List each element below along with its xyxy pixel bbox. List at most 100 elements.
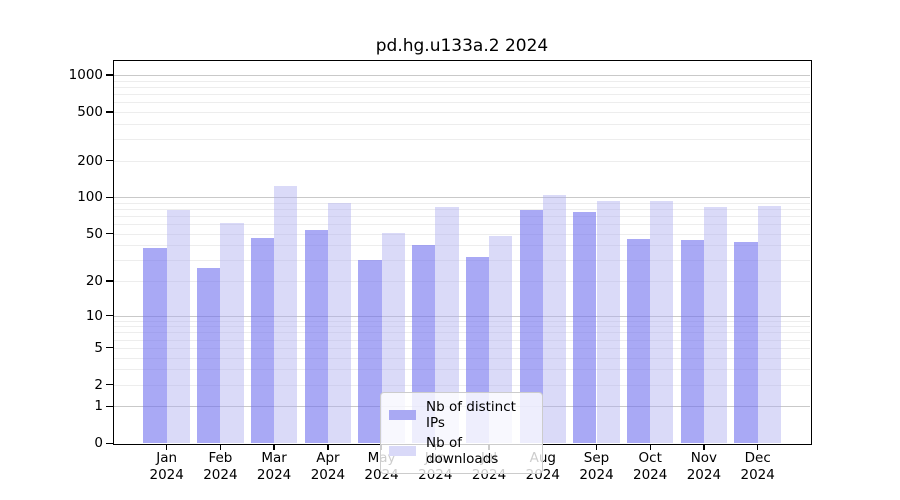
legend-swatch-downloads bbox=[389, 446, 416, 456]
gridline-minor-4 bbox=[114, 357, 810, 359]
y-tick-2 bbox=[105, 384, 113, 386]
y-tick-0 bbox=[105, 442, 113, 444]
bar-distinct-ips-feb bbox=[197, 267, 221, 444]
bar-downloads-nov bbox=[703, 207, 728, 444]
bar-downloads-aug bbox=[542, 194, 567, 444]
y-tick-label-5: 5 bbox=[94, 339, 103, 356]
bar-downloads-jul bbox=[489, 235, 513, 444]
bar-distinct-ips-mar bbox=[250, 238, 275, 444]
legend: Nb of distinct IPs Nb of downloads bbox=[380, 392, 543, 474]
gridline-minor-30 bbox=[114, 260, 810, 262]
gridline-minor-800 bbox=[114, 86, 810, 88]
x-tick-label-feb: Feb 2024 bbox=[180, 450, 260, 483]
chart-title: pd.hg.u133a.2 2024 bbox=[375, 36, 549, 56]
gridline-minor-400 bbox=[114, 123, 810, 125]
x-tick-oct bbox=[649, 444, 651, 450]
x-tick-month: Nov bbox=[690, 450, 718, 466]
y-tick-label-1: 1 bbox=[94, 398, 103, 415]
x-tick-sep bbox=[595, 444, 598, 450]
x-tick-label-mar: Mar 2024 bbox=[234, 450, 314, 483]
y-tick-1000 bbox=[105, 74, 113, 76]
x-tick-nov bbox=[703, 444, 705, 450]
y-tick-label-100: 100 bbox=[77, 189, 103, 206]
gridline-minor-500 bbox=[114, 111, 810, 113]
gridline-minor-200 bbox=[114, 160, 810, 162]
plot-area bbox=[114, 61, 810, 444]
y-tick-label-500: 500 bbox=[77, 103, 103, 120]
gridline-minor-40 bbox=[114, 245, 810, 247]
gridline-minor-2 bbox=[114, 384, 810, 386]
x-tick-year: 2024 bbox=[633, 466, 668, 483]
gridline-minor-5 bbox=[114, 347, 810, 349]
legend-label-downloads: Nb of downloads bbox=[426, 435, 499, 467]
y-tick-20 bbox=[105, 280, 113, 282]
gridline-major-1000 bbox=[114, 75, 810, 76]
y-tick-10 bbox=[105, 314, 113, 317]
gridline-minor-7 bbox=[114, 332, 810, 334]
y-tick-1 bbox=[105, 405, 113, 407]
x-tick-year: 2024 bbox=[579, 466, 614, 483]
bar-downloads-jan bbox=[166, 210, 190, 444]
gridline-minor-20 bbox=[114, 281, 810, 282]
bar-downloads-mar bbox=[274, 185, 298, 444]
gridline-minor-6 bbox=[114, 339, 810, 341]
gridline-minor-8 bbox=[114, 326, 810, 328]
bar-distinct-ips-apr bbox=[304, 229, 328, 444]
y-tick-label-10: 10 bbox=[85, 307, 103, 324]
legend-label-distinct-ips: Nb of distinct IPs bbox=[426, 399, 516, 431]
y-tick-200 bbox=[105, 159, 113, 162]
gridline-minor-80 bbox=[114, 209, 810, 210]
x-tick-month: Mar bbox=[261, 450, 287, 466]
bar-distinct-ips-nov bbox=[680, 240, 704, 444]
bar-downloads-oct bbox=[650, 201, 674, 444]
x-tick-year: 2024 bbox=[686, 466, 722, 483]
gridline-minor-600 bbox=[114, 102, 810, 104]
x-tick-month: Dec bbox=[744, 450, 771, 466]
bar-distinct-ips-aug bbox=[519, 210, 543, 444]
bar-downloads-apr bbox=[327, 202, 352, 444]
x-tick-label-jan: Jan 2024 bbox=[127, 450, 207, 483]
bar-downloads-sep bbox=[596, 200, 620, 444]
x-tick-apr bbox=[327, 444, 329, 450]
gridline-minor-70 bbox=[114, 216, 810, 218]
y-tick-100 bbox=[105, 196, 113, 198]
bar-downloads-dec bbox=[757, 205, 781, 444]
x-tick-label-oct: Oct 2024 bbox=[610, 450, 690, 483]
x-tick-year: 2024 bbox=[256, 466, 292, 483]
x-tick-year: 2024 bbox=[203, 466, 238, 483]
legend-item-distinct-ips: Nb of distinct IPs bbox=[389, 399, 535, 431]
x-tick-feb bbox=[219, 444, 222, 450]
bar-distinct-ips-oct bbox=[626, 239, 651, 444]
y-tick-label-200: 200 bbox=[77, 152, 103, 169]
x-tick-month: Oct bbox=[638, 450, 662, 466]
legend-item-downloads: Nb of downloads bbox=[389, 435, 535, 467]
y-tick-label-50: 50 bbox=[85, 225, 103, 242]
bar-distinct-ips-may bbox=[358, 260, 382, 444]
gridline-minor-50 bbox=[114, 233, 810, 235]
gridline-minor-60 bbox=[114, 224, 810, 226]
bar-downloads-may bbox=[381, 232, 405, 444]
x-tick-label-apr: Apr 2024 bbox=[288, 450, 368, 483]
y-tick-label-20: 20 bbox=[85, 273, 103, 289]
x-tick-month: Jan bbox=[156, 450, 178, 466]
gridline-major-10 bbox=[114, 315, 810, 317]
legend-swatch-distinct-ips bbox=[389, 410, 416, 420]
gridline-major-100 bbox=[114, 197, 810, 199]
y-tick-500 bbox=[105, 111, 113, 113]
x-tick-month: Sep bbox=[583, 450, 610, 466]
y-tick-label-2: 2 bbox=[94, 376, 103, 393]
y-tick-label-0: 0 bbox=[94, 435, 103, 452]
x-tick-label-nov: Nov 2024 bbox=[664, 450, 744, 483]
y-tick-label-1000: 1000 bbox=[68, 67, 103, 83]
bar-distinct-ips-jan bbox=[143, 248, 167, 444]
bar-downloads-feb bbox=[220, 223, 244, 444]
gridline-minor-3 bbox=[114, 369, 810, 371]
x-tick-label-sep: Sep 2024 bbox=[557, 450, 637, 483]
gridline-minor-900 bbox=[114, 80, 810, 82]
x-tick-mar bbox=[273, 444, 275, 450]
x-tick-jan bbox=[166, 444, 168, 450]
gridline-minor-9 bbox=[114, 320, 810, 322]
gridline-minor-300 bbox=[114, 139, 810, 141]
y-tick-50 bbox=[105, 233, 113, 235]
